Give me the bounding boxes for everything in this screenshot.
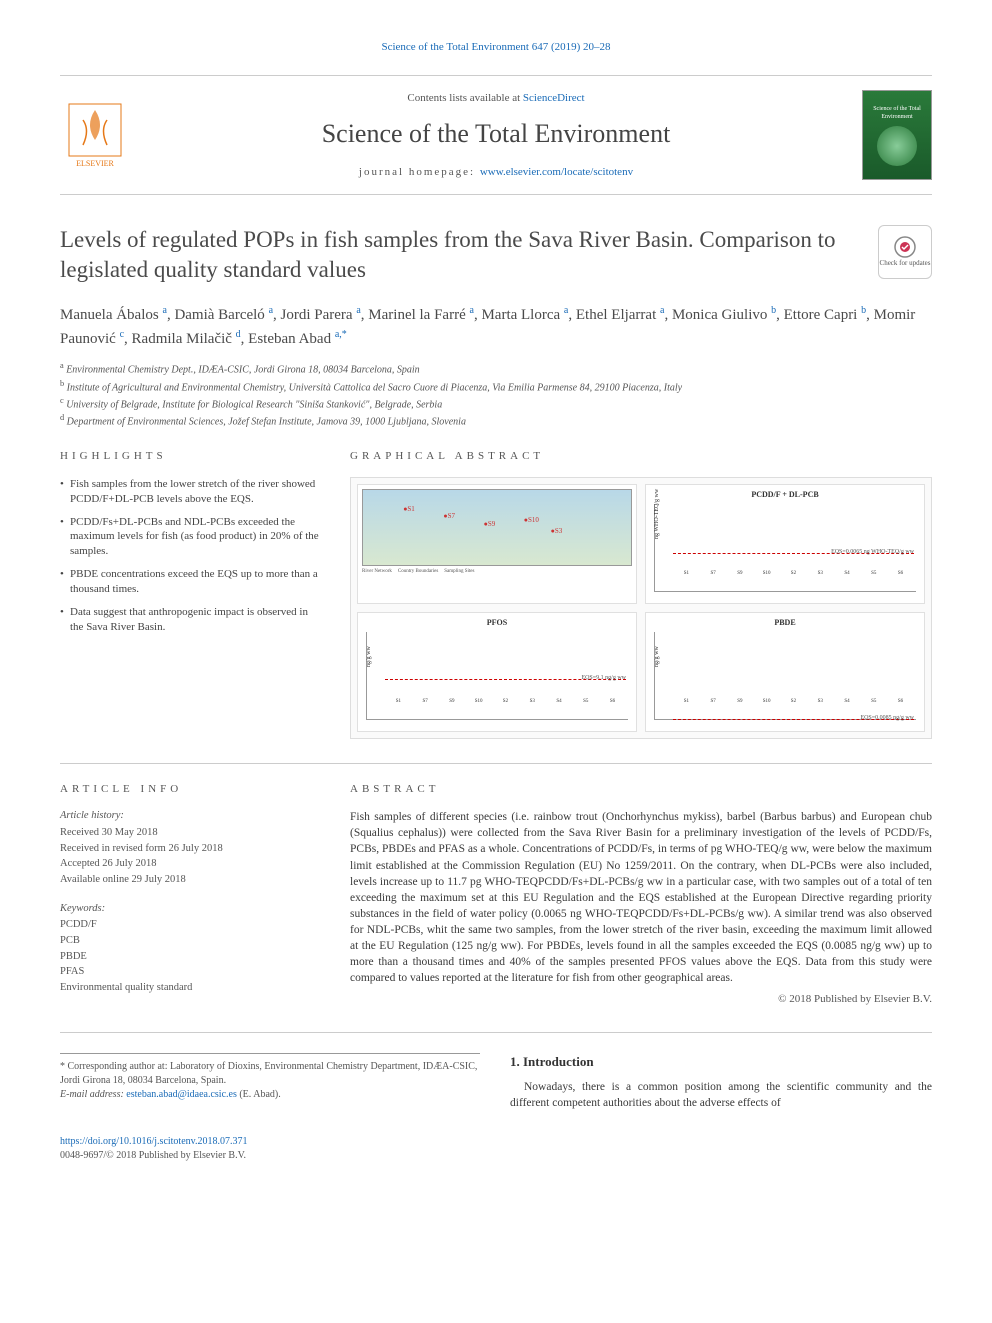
article-info-label: ARTICLE INFO: [60, 782, 320, 797]
graphical-abstract-label: GRAPHICAL ABSTRACT: [350, 449, 932, 464]
elsevier-logo: ELSEVIER: [60, 95, 130, 175]
highlight-item: Data suggest that anthropogenic impact i…: [60, 605, 320, 635]
abstract-text: Fish samples of different species (i.e. …: [350, 809, 932, 986]
highlight-item: PBDE concentrations exceed the EQS up to…: [60, 567, 320, 597]
keyword: PBDE: [60, 950, 320, 965]
section-divider: [60, 1032, 932, 1033]
svg-text:ELSEVIER: ELSEVIER: [76, 159, 114, 168]
affiliation-line: b Institute of Agricultural and Environm…: [60, 378, 932, 395]
legend-boundaries: Country Boundaries: [398, 568, 438, 575]
highlights-label: HIGHLIGHTS: [60, 449, 320, 464]
homepage-link[interactable]: www.elsevier.com/locate/scitotenv: [480, 166, 633, 178]
ga-map-panel: ●S1 ●S7 ●S9 ●S10 ●S3 River Network Count…: [357, 484, 637, 604]
ga-chart-pcdd: PCDD/F + DL-PCBS1S7S9S10S2S3S4S5S6ng WHO…: [645, 484, 925, 604]
footer-references: https://doi.org/10.1016/j.scitotenv.2018…: [60, 1135, 932, 1163]
highlights-list: Fish samples from the lower stretch of t…: [60, 477, 320, 635]
journal-cover-thumb: Science of the Total Environment: [862, 90, 932, 180]
keywords-label: Keywords:: [60, 902, 320, 917]
ga-chart-pbde: PBDES1S7S9S10S2S3S4S5S6ng/g wwEQS=0.0085…: [645, 612, 925, 732]
running-head: Science of the Total Environment 647 (20…: [60, 40, 932, 55]
graphical-abstract: ●S1 ●S7 ●S9 ●S10 ●S3 River Network Count…: [350, 477, 932, 739]
corresponding-email-link[interactable]: esteban.abad@idaea.csic.es: [126, 1089, 237, 1100]
issn-line: 0048-9697/© 2018 Published by Elsevier B…: [60, 1150, 246, 1161]
online-date: Available online 29 July 2018: [60, 873, 320, 888]
intro-heading: 1. Introduction: [510, 1053, 932, 1071]
keyword: PCB: [60, 934, 320, 949]
article-title: Levels of regulated POPs in fish samples…: [60, 225, 878, 285]
sciencedirect-link[interactable]: ScienceDirect: [523, 92, 585, 104]
highlight-item: PCDD/Fs+DL-PCBs and NDL-PCBs exceeded th…: [60, 515, 320, 560]
revised-date: Received in revised form 26 July 2018: [60, 842, 320, 857]
check-updates-badge[interactable]: Check for updates: [878, 225, 932, 279]
journal-homepage: journal homepage: www.elsevier.com/locat…: [130, 165, 862, 180]
article-history-label: Article history:: [60, 809, 320, 824]
affiliation-line: a Environmental Chemistry Dept., IDÆA-CS…: [60, 360, 932, 377]
legend-river: River Network: [362, 568, 392, 575]
journal-header: ELSEVIER Contents lists available at Sci…: [60, 75, 932, 195]
section-divider: [60, 763, 932, 764]
keyword: PCDD/F: [60, 918, 320, 933]
crossmark-icon: [893, 235, 917, 259]
affiliation-line: c University of Belgrade, Institute for …: [60, 395, 932, 412]
journal-name: Science of the Total Environment: [130, 116, 862, 152]
affiliation-line: d Department of Environmental Sciences, …: [60, 412, 932, 429]
ga-chart-pfos: PFOSS1S7S9S10S2S3S4S5S6ng/g wwEQS=9.1 ng…: [357, 612, 637, 732]
abstract-label: ABSTRACT: [350, 782, 932, 797]
author-list: Manuela Ábalos a, Damià Barceló a, Jordi…: [60, 303, 932, 350]
affiliations: a Environmental Chemistry Dept., IDÆA-CS…: [60, 360, 932, 429]
accepted-date: Accepted 26 July 2018: [60, 857, 320, 872]
received-date: Received 30 May 2018: [60, 826, 320, 841]
contents-available: Contents lists available at ScienceDirec…: [130, 91, 862, 106]
keyword: PFAS: [60, 965, 320, 980]
intro-text: Nowadays, there is a common position amo…: [510, 1079, 932, 1111]
doi-link[interactable]: https://doi.org/10.1016/j.scitotenv.2018…: [60, 1136, 248, 1147]
corresponding-author: * Corresponding author at: Laboratory of…: [60, 1053, 480, 1111]
copyright-line: © 2018 Published by Elsevier B.V.: [350, 992, 932, 1007]
highlight-item: Fish samples from the lower stretch of t…: [60, 477, 320, 507]
keyword: Environmental quality standard: [60, 981, 320, 996]
legend-sites: Sampling Sites: [444, 568, 474, 575]
